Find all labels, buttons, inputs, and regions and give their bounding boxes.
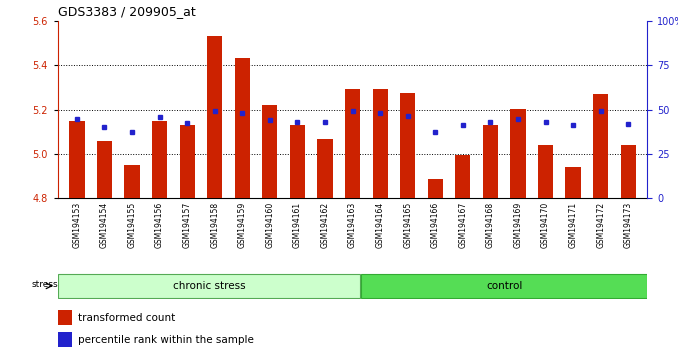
Bar: [593, 94, 608, 198]
Text: GSM194154: GSM194154: [100, 202, 109, 248]
Bar: [235, 58, 250, 198]
Text: GSM194168: GSM194168: [486, 202, 495, 248]
Text: GSM194169: GSM194169: [513, 202, 523, 248]
Bar: [428, 179, 443, 198]
Text: GSM194163: GSM194163: [348, 202, 357, 248]
Text: GSM194162: GSM194162: [321, 202, 330, 248]
Bar: [207, 36, 222, 198]
Bar: [483, 125, 498, 198]
Bar: [372, 89, 388, 198]
Text: stress: stress: [32, 280, 58, 289]
Text: GSM194173: GSM194173: [624, 202, 633, 248]
Text: GSM194160: GSM194160: [265, 202, 275, 248]
Text: GSM194164: GSM194164: [376, 202, 384, 248]
Bar: [262, 105, 277, 198]
Bar: [58, 274, 360, 298]
Bar: [125, 165, 140, 198]
Text: GSM194161: GSM194161: [293, 202, 302, 248]
Bar: [58, 332, 73, 347]
Bar: [455, 155, 471, 198]
Text: control: control: [486, 281, 522, 291]
Text: GSM194153: GSM194153: [73, 202, 81, 248]
Bar: [400, 93, 415, 198]
Text: GSM194165: GSM194165: [403, 202, 412, 248]
Text: transformed count: transformed count: [78, 313, 176, 322]
Bar: [538, 145, 553, 198]
Bar: [511, 109, 525, 198]
Bar: [69, 121, 85, 198]
Bar: [565, 167, 580, 198]
Bar: [152, 121, 167, 198]
Text: GSM194155: GSM194155: [127, 202, 136, 248]
Text: GSM194171: GSM194171: [569, 202, 578, 248]
Bar: [290, 125, 305, 198]
Bar: [317, 138, 333, 198]
Bar: [58, 310, 73, 325]
Text: GSM194158: GSM194158: [210, 202, 219, 248]
Bar: [620, 145, 636, 198]
Text: GSM194157: GSM194157: [182, 202, 192, 248]
Text: GDS3383 / 209905_at: GDS3383 / 209905_at: [58, 5, 195, 18]
Bar: [180, 125, 195, 198]
Bar: [345, 89, 360, 198]
Text: GSM194156: GSM194156: [155, 202, 164, 248]
Text: GSM194166: GSM194166: [431, 202, 440, 248]
Text: GSM194159: GSM194159: [238, 202, 247, 248]
Bar: [97, 141, 112, 198]
Bar: [361, 274, 647, 298]
Text: GSM194170: GSM194170: [541, 202, 550, 248]
Text: chronic stress: chronic stress: [172, 281, 245, 291]
Text: GSM194172: GSM194172: [596, 202, 605, 248]
Text: GSM194167: GSM194167: [458, 202, 467, 248]
Text: percentile rank within the sample: percentile rank within the sample: [78, 335, 254, 345]
